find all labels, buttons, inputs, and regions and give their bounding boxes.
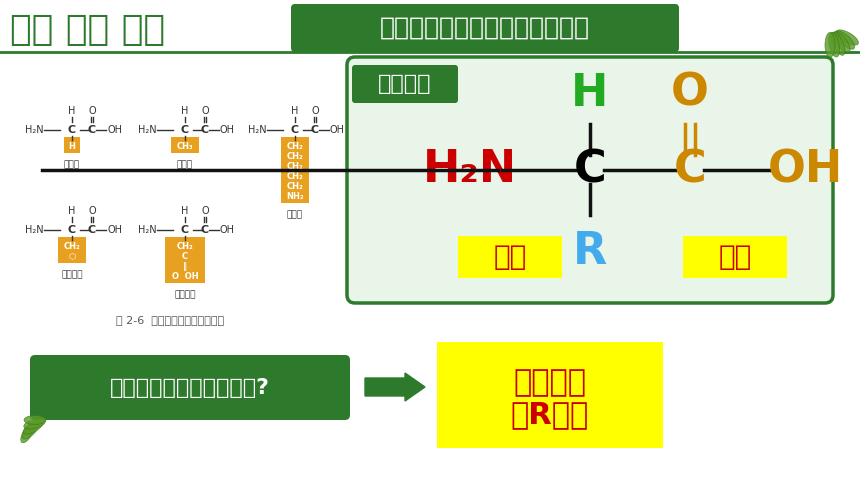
- Ellipse shape: [24, 415, 46, 424]
- Text: 侧链基团: 侧链基团: [513, 368, 587, 397]
- Text: NH₂: NH₂: [286, 192, 304, 201]
- Text: C: C: [291, 125, 299, 135]
- Text: H₂N: H₂N: [26, 225, 44, 235]
- Text: C: C: [574, 149, 606, 192]
- Text: 天冬氨酸: 天冬氨酸: [175, 290, 196, 299]
- Text: C: C: [68, 125, 76, 135]
- Text: H: H: [68, 206, 76, 216]
- Text: OH: OH: [767, 149, 843, 192]
- Text: 羧基: 羧基: [718, 243, 752, 271]
- Text: H₂N: H₂N: [423, 149, 517, 192]
- FancyArrow shape: [365, 373, 425, 401]
- Text: CH₂: CH₂: [286, 152, 304, 161]
- Ellipse shape: [829, 32, 839, 57]
- FancyBboxPatch shape: [352, 65, 458, 103]
- Text: C: C: [181, 125, 189, 135]
- Text: H₂N: H₂N: [26, 125, 44, 135]
- Text: 氨基酸分子在结构上的共同特点: 氨基酸分子在结构上的共同特点: [380, 16, 590, 40]
- Text: H₂N: H₂N: [138, 225, 157, 235]
- Text: H: H: [69, 142, 76, 151]
- Text: O: O: [311, 106, 319, 116]
- Text: ⬡: ⬡: [68, 252, 76, 261]
- FancyBboxPatch shape: [30, 355, 350, 420]
- Text: C: C: [311, 125, 319, 135]
- Text: O: O: [201, 206, 209, 216]
- Text: 比较 分析 归纳: 比较 分析 归纳: [10, 13, 165, 47]
- Text: H: H: [68, 106, 76, 116]
- Text: CH₂: CH₂: [286, 172, 304, 181]
- Text: （R基）: （R基）: [511, 400, 589, 429]
- Text: C: C: [673, 149, 706, 192]
- Ellipse shape: [836, 30, 858, 45]
- Text: H: H: [571, 72, 609, 115]
- Text: CH₂: CH₂: [286, 182, 304, 191]
- Text: 赖氨酸: 赖氨酸: [287, 210, 303, 219]
- Text: 苯丙氨酸: 苯丙氨酸: [61, 270, 83, 279]
- FancyBboxPatch shape: [281, 137, 309, 203]
- Text: OH: OH: [330, 125, 345, 135]
- Text: O: O: [89, 106, 95, 116]
- Text: C: C: [68, 225, 76, 235]
- Text: R: R: [573, 230, 607, 273]
- FancyBboxPatch shape: [64, 137, 80, 153]
- Text: O  OH: O OH: [172, 272, 199, 281]
- Text: O: O: [671, 72, 709, 115]
- Text: ‖: ‖: [183, 262, 187, 271]
- Text: C: C: [181, 225, 189, 235]
- Text: H: H: [181, 206, 188, 216]
- Text: C: C: [88, 225, 96, 235]
- Text: 氨基: 氨基: [494, 243, 526, 271]
- Text: O: O: [89, 206, 95, 216]
- Ellipse shape: [825, 32, 835, 58]
- FancyBboxPatch shape: [165, 237, 205, 283]
- Text: CH₂: CH₂: [176, 242, 194, 251]
- Text: 结构通式: 结构通式: [378, 74, 432, 94]
- Text: C: C: [182, 252, 188, 261]
- Text: CH₂: CH₂: [64, 242, 80, 251]
- Text: O: O: [201, 106, 209, 116]
- Text: 图 2-6  不同种类氨基酸的结构式: 图 2-6 不同种类氨基酸的结构式: [116, 315, 224, 325]
- Ellipse shape: [22, 422, 39, 439]
- Text: H: H: [181, 106, 188, 116]
- Ellipse shape: [23, 421, 43, 434]
- Text: OH: OH: [107, 125, 122, 135]
- Text: C: C: [88, 125, 96, 135]
- Ellipse shape: [24, 419, 46, 429]
- Text: 甘氨酸: 甘氨酸: [64, 160, 80, 169]
- Text: CH₂: CH₂: [286, 162, 304, 171]
- FancyBboxPatch shape: [347, 57, 833, 303]
- Text: H₂N: H₂N: [249, 125, 267, 135]
- FancyBboxPatch shape: [683, 236, 787, 278]
- Text: H: H: [292, 106, 298, 116]
- FancyBboxPatch shape: [291, 4, 679, 52]
- FancyBboxPatch shape: [458, 236, 562, 278]
- Text: OH: OH: [220, 125, 235, 135]
- Ellipse shape: [833, 31, 851, 53]
- Text: 氨基酸种类的不同取决于?: 氨基酸种类的不同取决于?: [110, 378, 270, 397]
- Ellipse shape: [21, 423, 34, 443]
- Ellipse shape: [835, 31, 855, 49]
- Text: CH₃: CH₃: [176, 142, 194, 151]
- Text: OH: OH: [107, 225, 122, 235]
- Text: H₂N: H₂N: [138, 125, 157, 135]
- Text: C: C: [201, 225, 209, 235]
- FancyBboxPatch shape: [58, 237, 86, 263]
- FancyBboxPatch shape: [437, 342, 663, 448]
- Ellipse shape: [832, 32, 845, 55]
- Text: OH: OH: [220, 225, 235, 235]
- Text: 丙氨酸: 丙氨酸: [177, 160, 193, 169]
- Text: C: C: [201, 125, 209, 135]
- Text: CH₂: CH₂: [286, 142, 304, 151]
- FancyBboxPatch shape: [171, 137, 199, 153]
